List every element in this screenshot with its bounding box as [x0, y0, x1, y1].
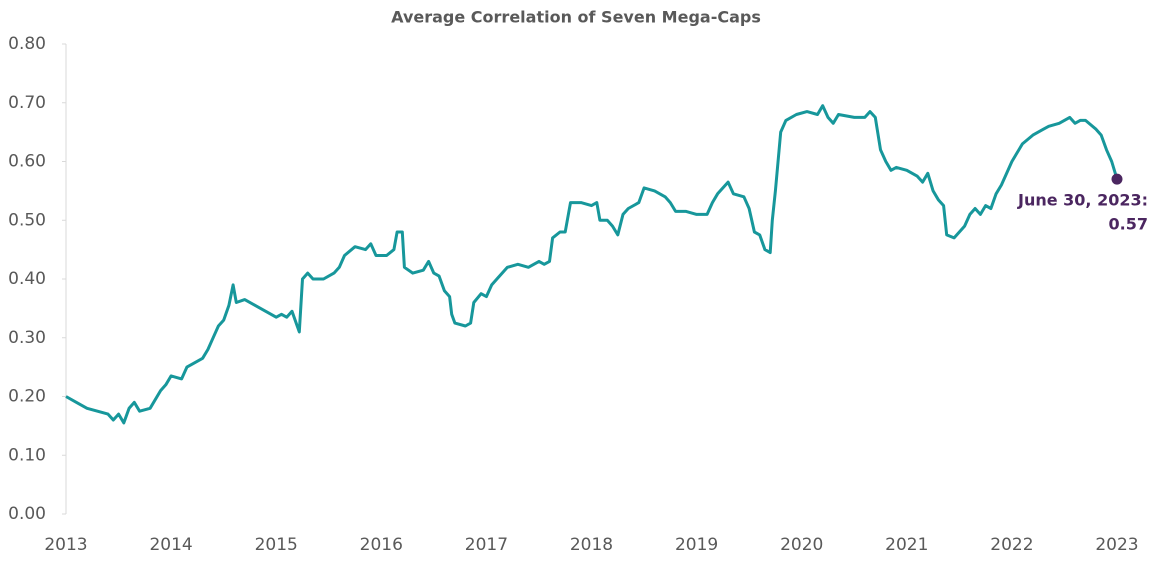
x-tick-label: 2020 [780, 535, 823, 555]
chart-title: Average Correlation of Seven Mega-Caps [391, 8, 761, 27]
y-tick-label: 0.60 [8, 152, 46, 172]
y-tick-label: 0.70 [8, 93, 46, 113]
x-tick-label: 2018 [570, 535, 613, 555]
y-tick-label: 0.10 [8, 445, 46, 465]
y-tick-label: 0.80 [8, 34, 46, 54]
x-tick-label: 2019 [675, 535, 718, 555]
x-tick-label: 2023 [1095, 535, 1138, 555]
x-tick-label: 2014 [149, 535, 192, 555]
x-tick-label: 2017 [465, 535, 508, 555]
series-line [65, 104, 1119, 425]
x-tick-label: 2015 [255, 535, 298, 555]
y-tick-label: 0.50 [8, 210, 46, 230]
x-tick-label: 2013 [44, 535, 87, 555]
y-tick-label: 0.20 [8, 387, 46, 407]
annotation-value: 0.57 [1109, 215, 1148, 234]
y-tick-label: 0.30 [8, 328, 46, 348]
y-tick-label: 0.00 [8, 504, 46, 524]
x-tick-label: 2022 [990, 535, 1033, 555]
x-tick-label: 2016 [360, 535, 403, 555]
end-point [1111, 173, 1123, 185]
annotation-text: June 30, 2023: [1017, 191, 1148, 210]
x-tick-label: 2021 [885, 535, 928, 555]
y-tick-label: 0.40 [8, 269, 46, 289]
